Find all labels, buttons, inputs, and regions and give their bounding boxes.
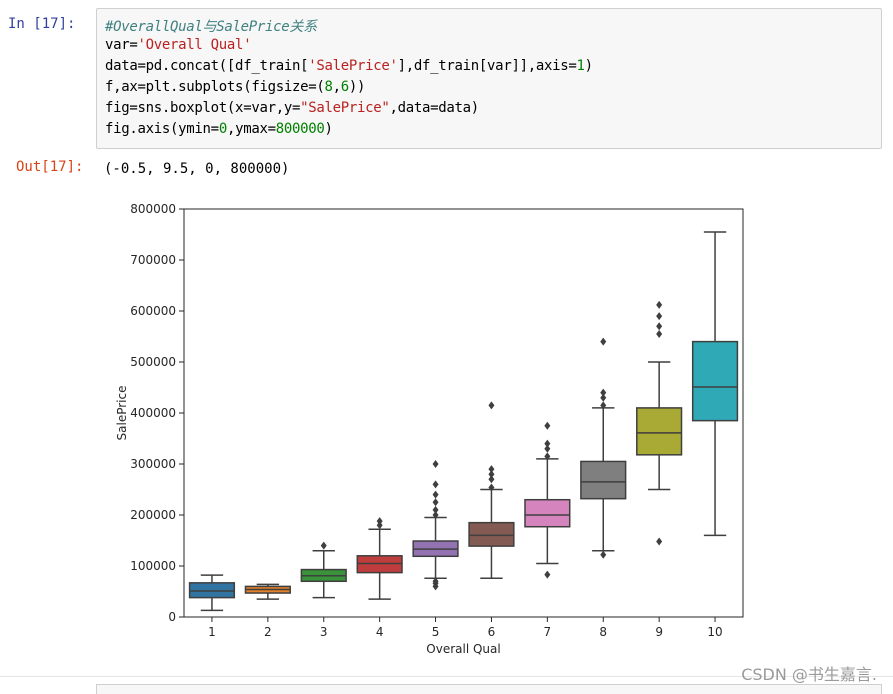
box-group-8 <box>580 337 627 559</box>
box-group-5 <box>412 460 459 591</box>
outlier-point <box>600 393 607 402</box>
outlier-point <box>432 490 439 499</box>
outlier-point <box>488 470 495 479</box>
cell-divider <box>0 676 893 677</box>
box-group-7 <box>524 421 571 579</box>
outlier-point <box>488 401 495 410</box>
outlier-point <box>656 537 663 546</box>
outlier-point <box>656 312 663 321</box>
x-tick-label: 1 <box>208 625 216 639</box>
outlier-point <box>656 300 663 309</box>
outlier-point <box>376 521 383 530</box>
x-tick-label: 6 <box>488 625 496 639</box>
y-tick-label: 0 <box>168 610 176 624</box>
code-cell-input[interactable]: #OverallQual与SalePrice关系 var='Overall Qu… <box>96 8 882 149</box>
outlier-point <box>600 401 607 410</box>
box-iqr <box>636 407 683 456</box>
outlier-point <box>544 570 551 579</box>
box-group-1 <box>188 574 236 612</box>
y-tick-label: 300000 <box>130 457 176 471</box>
outlier-point <box>376 517 383 526</box>
x-tick-label: 5 <box>432 625 440 639</box>
box-iqr <box>580 460 627 500</box>
x-tick-label: 4 <box>376 625 384 639</box>
box-group-6 <box>468 401 515 579</box>
y-tick-label: 400000 <box>130 406 176 420</box>
outlier-point <box>600 388 607 397</box>
x-tick-label: 7 <box>544 625 552 639</box>
x-tick-label: 3 <box>320 625 328 639</box>
boxplot-chart: 0 100000 200000 300000 400000 500000 600000 700… <box>115 202 744 656</box>
y-tick-label: 500000 <box>130 355 176 369</box>
y-axis-label: SalePrice <box>115 386 129 441</box>
y-tick-label: 700000 <box>130 253 176 267</box>
code-comment: #OverallQual与SalePrice关系 <box>105 19 317 35</box>
box-iqr <box>356 555 403 574</box>
outlier-point <box>432 511 439 519</box>
outlier-point <box>488 465 495 474</box>
x-tick-label: 2 <box>264 625 272 639</box>
outlier-point <box>488 475 495 484</box>
code-line-6: fig.axis(ymin=0,ymax=800000) <box>105 121 333 137</box>
y-tick-label: 200000 <box>130 508 176 522</box>
box-iqr <box>691 340 739 422</box>
outlier-point <box>656 322 663 331</box>
outlier-point <box>600 337 607 346</box>
box-iqr <box>468 521 515 547</box>
outlier-point <box>544 452 551 461</box>
x-axis-label: Overall Qual <box>426 642 500 656</box>
code-line-2: var='Overall Qual' <box>105 37 252 53</box>
box-group-9 <box>636 300 683 546</box>
box-iqr <box>524 498 571 528</box>
watermark: CSDN @书生嘉言. <box>741 665 877 684</box>
outlier-point <box>544 444 551 453</box>
y-tick-label: 800000 <box>130 202 176 216</box>
code-line-3: data=pd.concat([df_train['SalePrice'],df… <box>105 58 593 74</box>
code-line-5: fig=sns.boxplot(x=var,y="SalePrice",data… <box>105 100 479 116</box>
output-text: (-0.5, 9.5, 0, 800000) <box>104 161 290 177</box>
output-prompt: Out[17]: <box>16 159 84 175</box>
code-line-1: #OverallQual与SalePrice关系 <box>105 16 317 36</box>
outlier-point <box>432 577 439 586</box>
outlier-point <box>432 480 439 489</box>
next-code-cell[interactable] <box>96 684 882 694</box>
box-group-3 <box>300 541 347 599</box>
box-group-2 <box>244 583 291 600</box>
outlier-point <box>544 439 551 448</box>
x-tick-label: 10 <box>707 625 722 639</box>
outlier-point <box>600 550 607 559</box>
y-tick-label: 600000 <box>130 304 176 318</box>
box-group-10 <box>691 231 739 537</box>
box-group-4 <box>356 517 403 600</box>
outlier-point <box>320 541 327 550</box>
code-line-4: f,ax=plt.subplots(figsize=(8,6)) <box>105 79 366 95</box>
outlier-point <box>488 483 495 492</box>
outlier-point <box>432 498 439 507</box>
box-iqr <box>188 582 236 599</box>
input-prompt: In [17]: <box>8 16 76 32</box>
x-tick-label: 8 <box>599 625 607 639</box>
y-tick-label: 100000 <box>130 559 176 573</box>
outlier-point <box>544 421 551 430</box>
outlier-point <box>656 329 663 338</box>
outlier-point <box>432 505 439 514</box>
outlier-point <box>432 460 439 468</box>
x-tick-label: 9 <box>655 625 663 639</box>
